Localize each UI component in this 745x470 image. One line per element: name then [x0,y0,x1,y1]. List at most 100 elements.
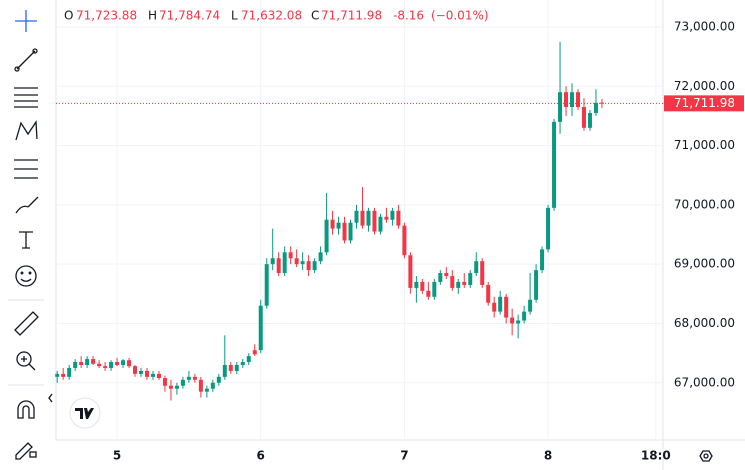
candle-body [127,360,132,367]
candle-body [534,270,539,300]
candle-body [139,370,144,374]
text-tool[interactable] [19,231,33,249]
candle-body [79,362,84,365]
candle-body [156,373,161,379]
candle-body [228,364,233,371]
y-tick-label: 70,000.00 [674,197,735,211]
magnet-tool[interactable] [17,400,35,419]
candle-body [234,364,239,371]
candle-body [204,388,209,392]
candle-body [324,219,329,253]
grid [56,0,663,440]
candle-body [516,320,521,324]
candle-body [450,276,455,288]
candle-body [438,273,443,282]
candle-body [210,382,215,389]
ruler-tool[interactable] [14,311,39,336]
candle-body [115,362,120,365]
emoji-tool[interactable] [15,265,37,287]
candle-body [318,252,323,262]
candle-body [522,311,527,321]
legend-key: L [231,9,238,23]
x-tick-label: 7 [400,449,408,463]
candle-body [162,378,167,386]
zoom-tool[interactable] [16,351,36,371]
x-tick-label: 5 [113,449,121,463]
x-tick-label: 8 [544,449,552,463]
candle-body [192,376,197,380]
candle-body [552,121,557,208]
candle-body [468,273,473,285]
legend-key: H [148,9,157,23]
candle-body [372,210,377,232]
legend-key: O [64,9,73,23]
candle-body [91,359,96,364]
candle-body [186,376,191,380]
lock-draw-tool[interactable] [15,442,37,460]
candle-body [246,356,251,363]
pattern-tool[interactable] [15,120,38,141]
x-tick-label: 18:0 [641,449,671,463]
candle-body [336,222,341,229]
candle-body [558,92,563,122]
candle-body [498,296,503,312]
brush-tool[interactable] [15,196,39,214]
candle-body [408,255,413,288]
y-tick-label: 73,000.00 [674,19,735,33]
collapse-toolbar[interactable] [48,393,53,403]
legend-low: 71,632.08 [241,9,302,23]
last-price-label: 71,711.98 [674,96,735,110]
candle-body [312,261,317,271]
candle-body [587,112,592,128]
trendline-tool[interactable] [14,48,38,72]
candle-body [486,284,491,303]
candle-body [402,225,407,256]
candle-body [300,261,305,265]
legend-open: 71,723.88 [76,9,137,23]
candle-body [276,258,281,274]
last-price-badge [664,95,744,112]
candle-body [480,261,485,285]
candle-body [97,363,102,367]
candle-body [396,210,401,226]
candle-body [109,362,114,368]
candle-body [121,360,126,365]
y-tick-label: 71,000.00 [674,138,735,152]
candle-body [510,317,515,324]
crosshair-tool[interactable] [15,10,37,32]
fib-tool[interactable] [14,87,38,108]
candle-body [61,373,66,377]
candle-body [294,258,299,265]
candle-body [456,281,461,288]
candle-body [288,252,293,259]
candle-body [342,222,347,241]
candle-body [599,102,604,104]
legend-high: 71,784.74 [159,9,220,23]
legend-change-percent: (−0.01%) [431,9,489,23]
candle-body [222,364,227,377]
candle-body [384,216,389,220]
y-tick-label: 68,000.00 [674,316,735,330]
candle-body [540,249,545,271]
candle-body [546,207,551,250]
candle-body [564,92,569,108]
tradingview-logo[interactable] [69,397,101,429]
candle-body [390,210,395,220]
y-tick-label: 72,000.00 [674,79,735,93]
candle-body [67,367,72,377]
y-tick-label: 67,000.00 [674,375,735,389]
candle-body [432,281,437,297]
candle-body [348,222,353,241]
candle-body [174,385,179,389]
candle-body [240,362,245,365]
candle-body [444,273,449,277]
legend-key: C [311,9,319,23]
prediction-tool[interactable] [14,159,38,179]
candle-body [103,366,108,368]
candle-body [270,258,275,265]
settings-button[interactable] [699,450,713,462]
candle-body [133,366,138,374]
candle-body [330,219,335,229]
